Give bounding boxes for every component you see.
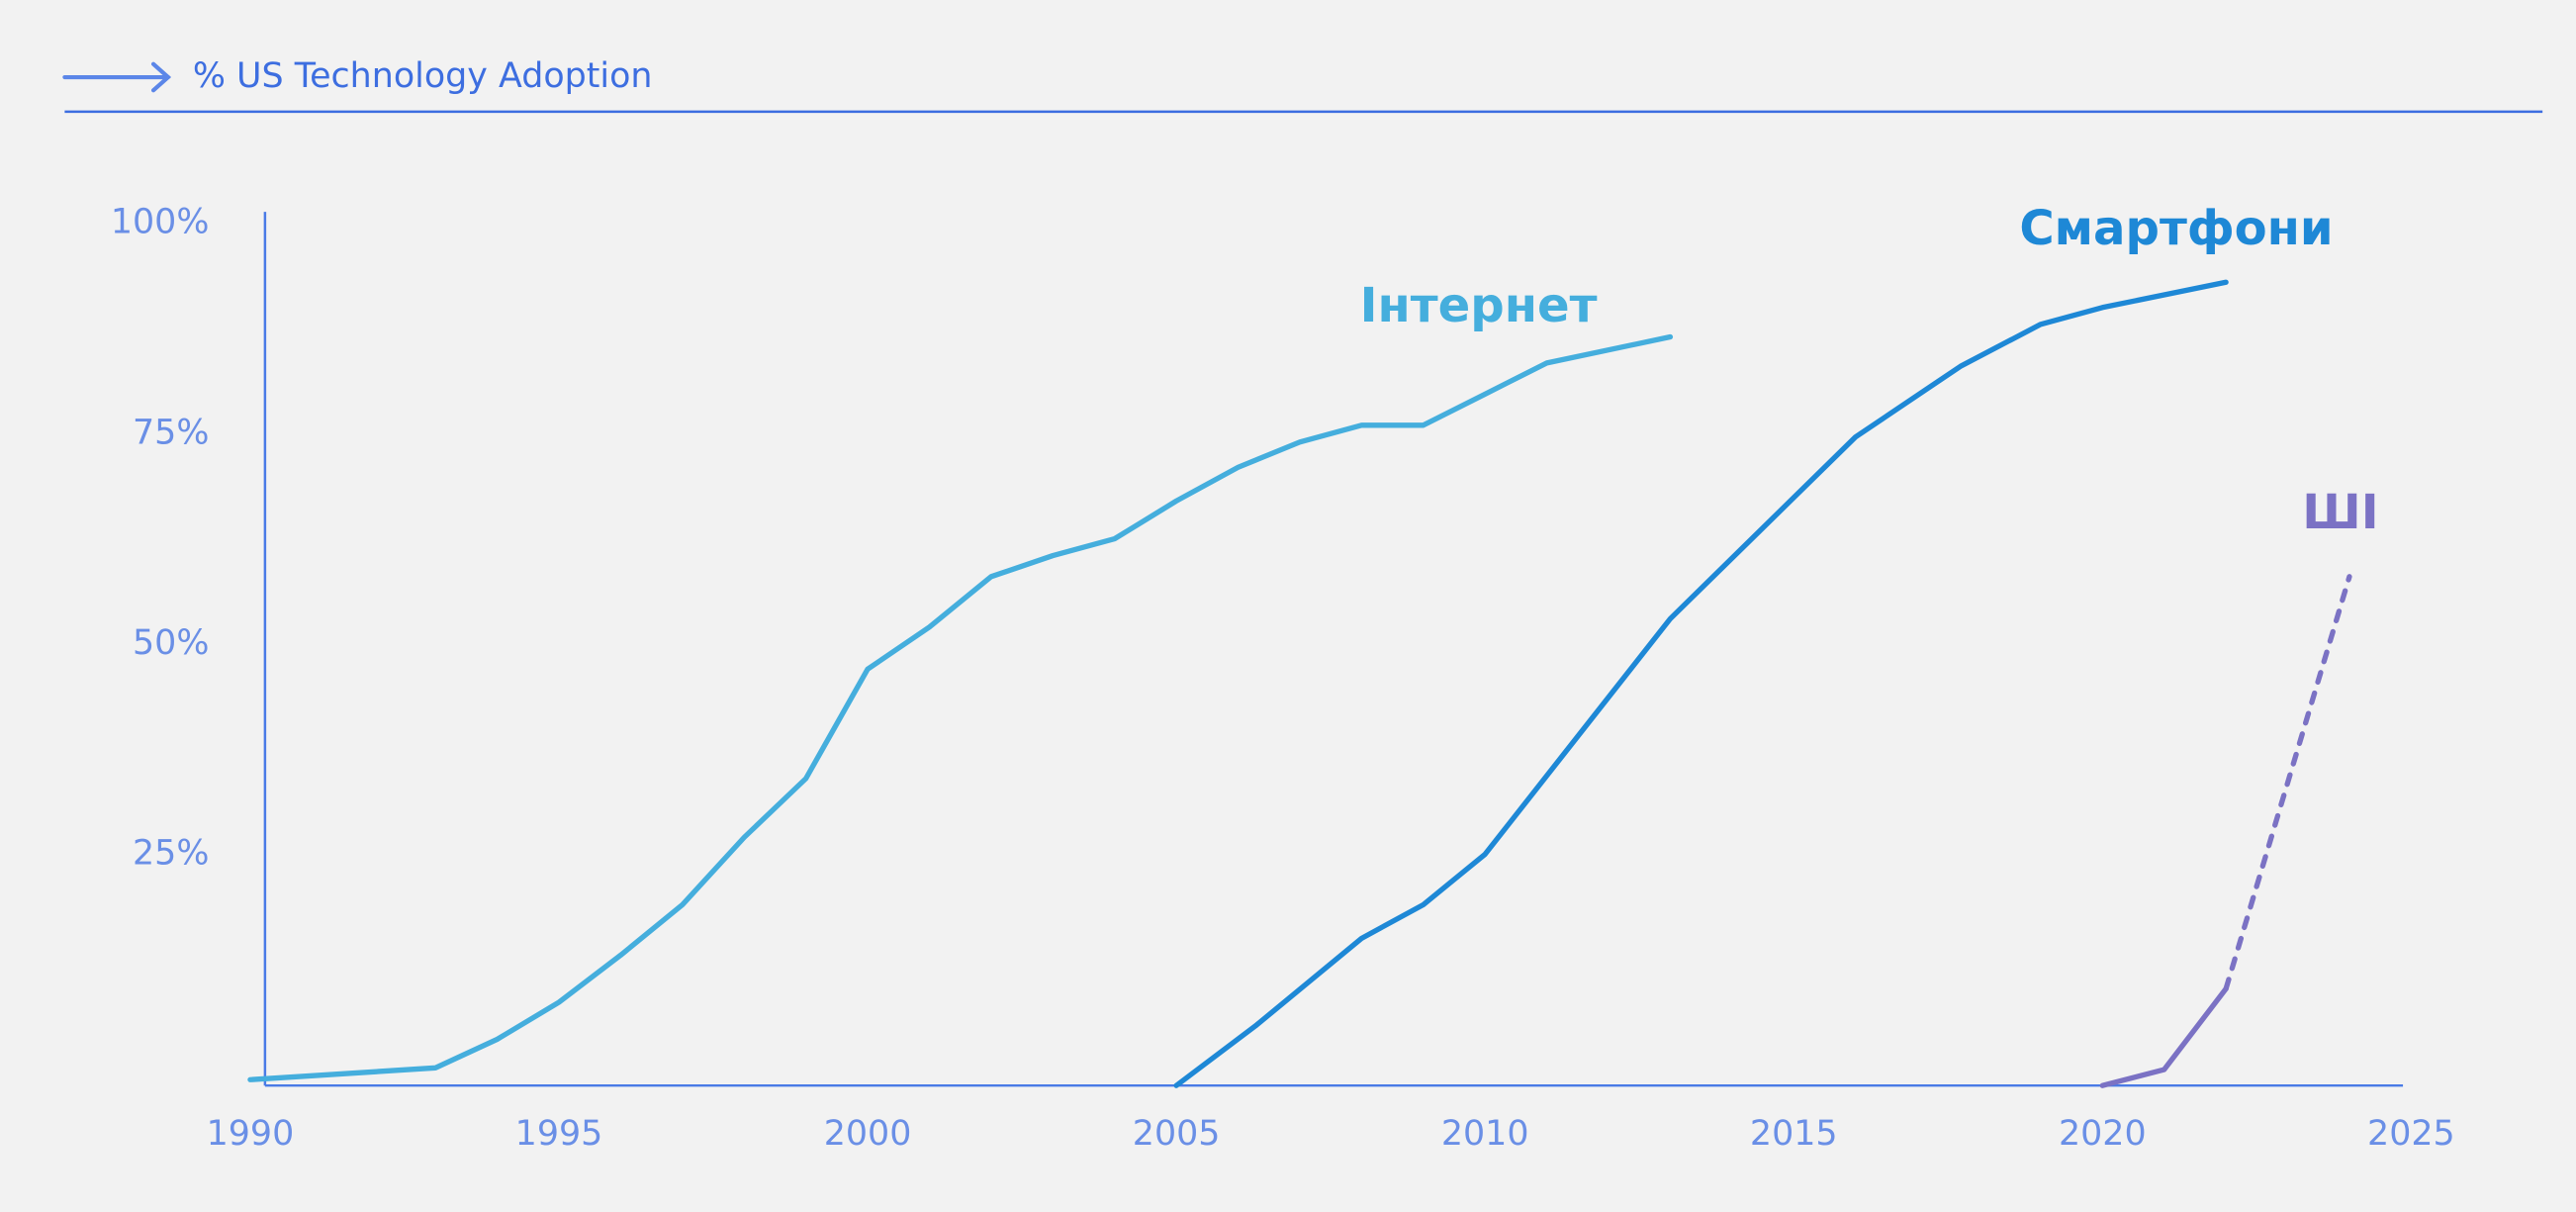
x-tick-label: 2010 [1441, 1114, 1529, 1154]
series-label: ШІ [2302, 485, 2378, 540]
series-line [247, 333, 1674, 1082]
y-tick-label: 25% [133, 833, 209, 873]
y-tick-label: 50% [133, 623, 209, 663]
chart-title: % US Technology Adoption [193, 56, 653, 96]
x-tick-label: 2025 [2367, 1114, 2455, 1154]
series-line [1173, 279, 2229, 1088]
x-tick-label: 2020 [2059, 1114, 2147, 1154]
x-tick-label: 2005 [1133, 1114, 1221, 1154]
y-tick-label: 100% [111, 203, 210, 242]
series-label: Інтернет [1360, 278, 1598, 333]
y-tick-label: 75% [133, 413, 209, 452]
x-tick-label: 2000 [824, 1114, 912, 1154]
series-label: Смартфони [2019, 201, 2333, 256]
series-line [2223, 574, 2352, 992]
x-tick-label: 2015 [1750, 1114, 1838, 1154]
x-tick-label: 1995 [515, 1114, 603, 1154]
x-tick-label: 1990 [207, 1114, 295, 1154]
header-arrow [62, 61, 172, 93]
series-line [2099, 985, 2229, 1088]
